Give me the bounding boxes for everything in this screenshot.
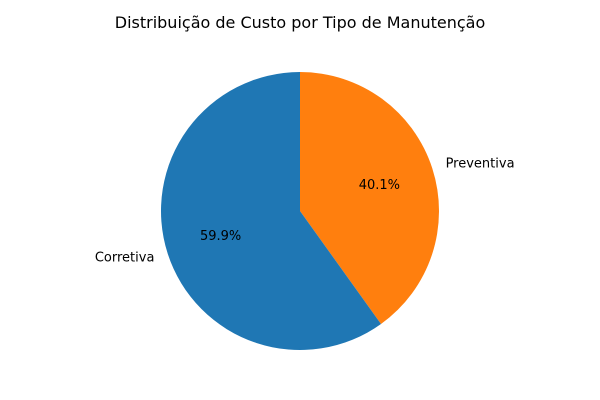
pie-slice-preventiva <box>300 72 439 324</box>
chart-title: Distribuição de Custo por Tipo de Manute… <box>114 13 486 32</box>
pie-pct-label-corretiva: 59.9% <box>200 229 241 244</box>
pie-category-label-corretiva: Corretiva <box>95 250 155 265</box>
pie-category-label-preventiva: Preventiva <box>446 157 515 172</box>
pie-pct-label-preventiva: 40.1% <box>359 178 400 193</box>
pie-slice-corretiva <box>161 72 381 351</box>
